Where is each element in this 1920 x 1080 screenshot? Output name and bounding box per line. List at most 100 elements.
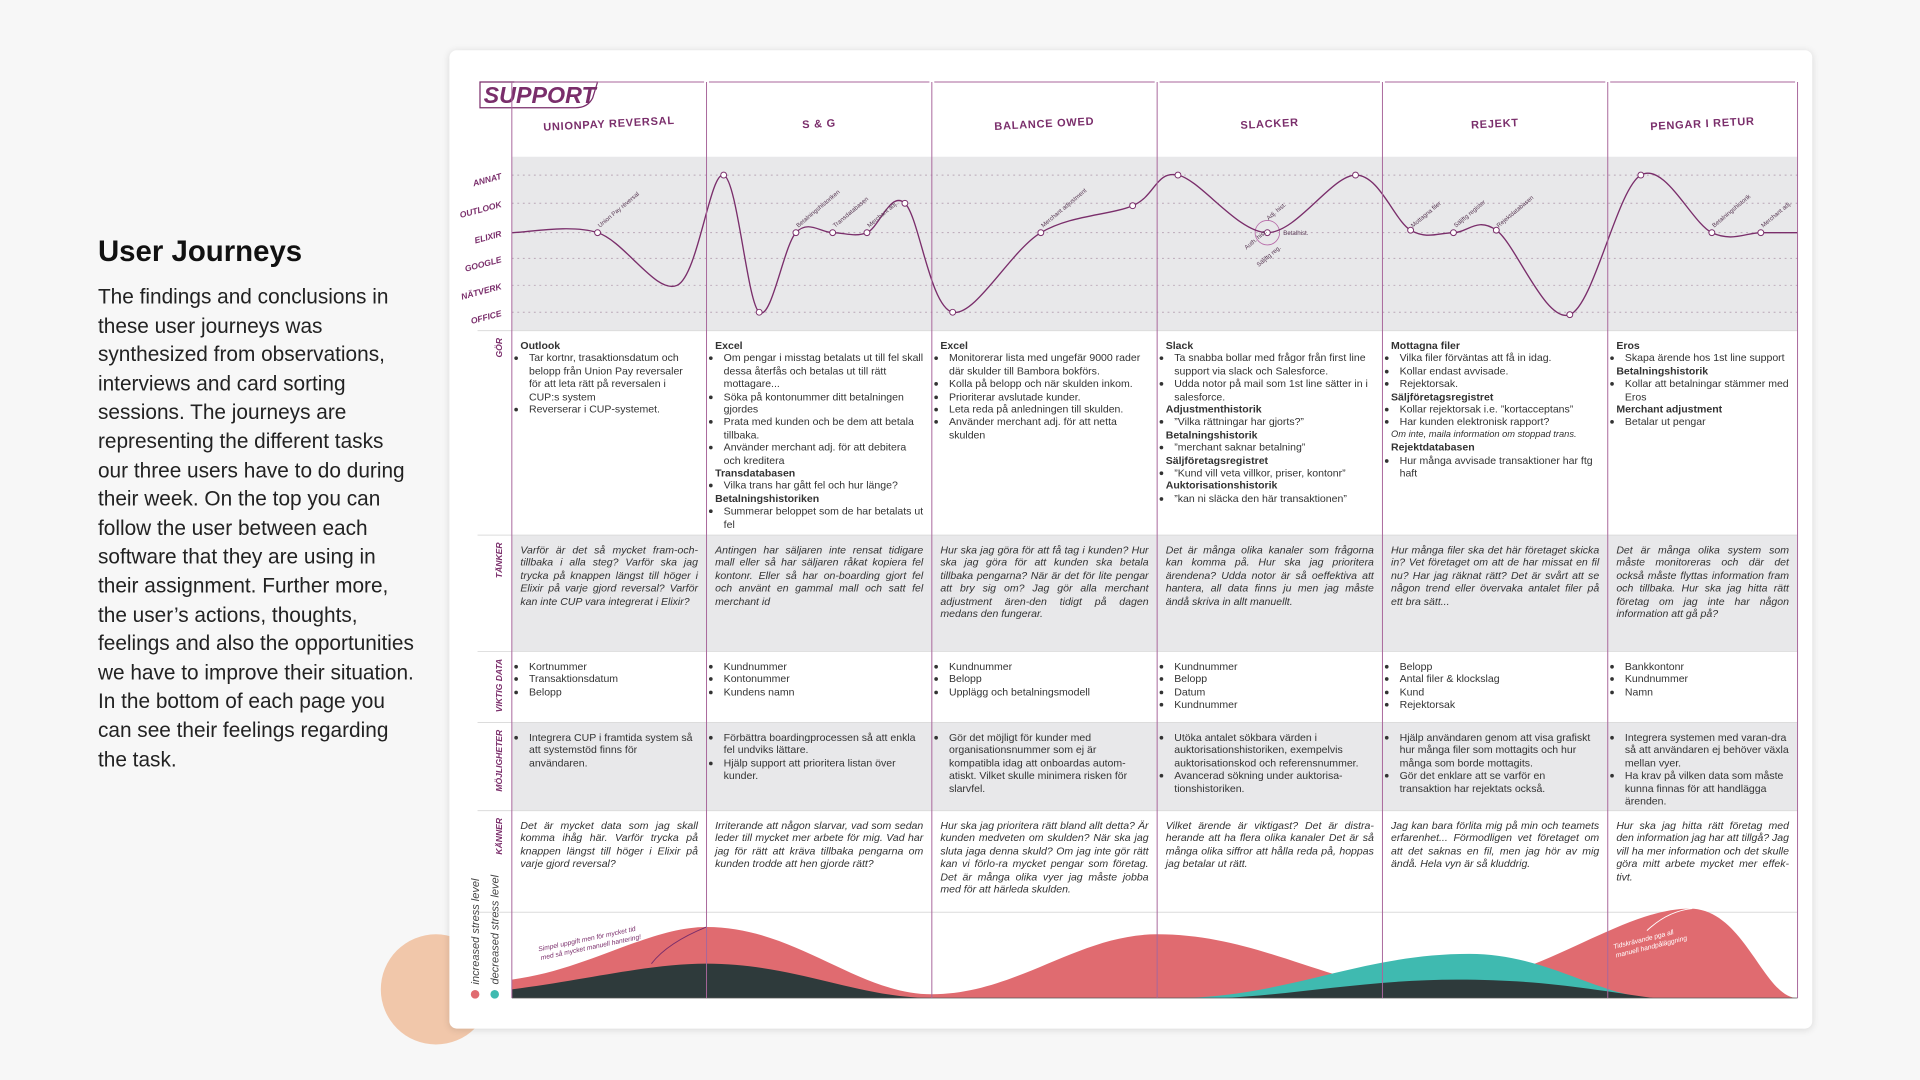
bullet-list: Utöka antalet sökbara värden i auktorisa… xyxy=(1166,731,1374,795)
bullet: Har kunden elektronisk rapport? xyxy=(1400,416,1600,429)
annotation-arrow xyxy=(651,926,707,964)
bullet: Ha krav på vilken data som måste kunna f… xyxy=(1625,769,1789,807)
legend-label: decreased stress level xyxy=(489,874,501,984)
cell-text: Det är många olika system som måste moni… xyxy=(1616,543,1789,620)
cell-mojligheter: Förbättra boardingprocessen så att enkla… xyxy=(715,731,923,782)
cell-tanker: Hur många filer ska det här företaget sk… xyxy=(1391,544,1599,608)
section-title: Outlook xyxy=(520,339,561,352)
journey-node xyxy=(1174,171,1182,179)
bullet-list: KundnummerBeloppUpplägg och betalningsmo… xyxy=(940,660,1148,698)
cell-tanker: Varför är det så mycket fram-och-tillbak… xyxy=(520,544,698,608)
bullet-list: Kollar att betalningar stämmer med Eros xyxy=(1616,377,1789,402)
bullet: Använder merchant adj. för att netta sku… xyxy=(949,416,1149,441)
cell-tanker: Hur ska jag göra för att få tag i kunden… xyxy=(940,544,1148,620)
bullet-list: Integrera CUP i framtida system så att s… xyxy=(520,731,698,769)
bullet-list: KundnummerBeloppDatumKundnummer xyxy=(1166,660,1374,711)
bullet: ”merchant saknar betalning” xyxy=(1174,441,1374,454)
cell-text: Det är många olika kanaler som frågorna … xyxy=(1165,543,1374,607)
annotation-arrow xyxy=(1646,908,1693,931)
bullet: Avancerad sökning under auktorisa-tionsh… xyxy=(1174,769,1374,794)
section-title: Betalningshistoriken xyxy=(715,492,820,505)
level-label: OFFICE xyxy=(470,308,503,326)
section-title: Säljföretagsregistret xyxy=(1165,453,1269,467)
stress-wave-increased xyxy=(511,908,1798,998)
journey-node xyxy=(1129,202,1137,210)
legend-dot xyxy=(490,990,499,999)
column-header: BALANCE OWED xyxy=(994,116,1094,133)
cell-viktig-data: KundnummerKontonummerKundens namn xyxy=(715,660,923,698)
row-label: MÖJLIGHETER xyxy=(494,729,504,792)
section-title: Betalningshistorik xyxy=(1165,428,1258,441)
cell-viktig-data: KundnummerBeloppUpplägg och betalningsmo… xyxy=(940,660,1148,698)
cell-kanner: Det är mycket data som jag skall komma i… xyxy=(520,819,698,870)
row-label: VIKTIG DATA xyxy=(494,659,504,712)
bullet: Kundnummer xyxy=(949,660,1149,673)
bullet: Hur många avvisade transaktioner har ftg… xyxy=(1400,454,1600,479)
cell-viktig-data: BeloppAntal filer & klockslagKundRejekto… xyxy=(1391,660,1599,711)
bullet-list: Betalar ut pengar xyxy=(1616,416,1789,429)
legend-dot xyxy=(470,990,480,999)
page-title: User Journeys xyxy=(97,235,303,269)
bullet: ”Kund vill veta villkor, priser, kontonr… xyxy=(1174,467,1374,480)
cell-tanker: Det är många olika kanaler som frågorna … xyxy=(1166,544,1374,608)
bullet-list: ”Vilka rättningar har gjorts?” xyxy=(1166,416,1374,429)
journey-node xyxy=(1407,226,1415,234)
cell-mojligheter: Gör det möjligt för kunder med organisat… xyxy=(940,731,1148,795)
bullet-list: BeloppAntal filer & klockslagKundRejekto… xyxy=(1391,660,1599,711)
level-label: OUTLOOK xyxy=(459,199,504,220)
bullet: Transaktionsdatum xyxy=(529,673,698,686)
cell-gor: Mottagna filerVilka filer förväntas att … xyxy=(1391,339,1599,479)
graph-band xyxy=(511,156,1798,331)
row-label: KÄNNER xyxy=(494,817,504,854)
cell-text: Hur många filer ska det här företaget sk… xyxy=(1391,543,1600,607)
bullet-list: Ta snabba bollar med frågor från first l… xyxy=(1166,352,1374,403)
row-label: GÖR xyxy=(494,337,504,357)
bullet: Kundnummer xyxy=(1174,660,1374,673)
journey-node xyxy=(792,229,800,237)
cell-viktig-data: BankkontonrKundnummerNamn xyxy=(1616,660,1789,698)
journey-node xyxy=(1492,226,1500,234)
bullet: Om pengar i misstag betalats ut till fel… xyxy=(724,352,924,390)
bullet: Betalar ut pengar xyxy=(1625,416,1789,429)
cell-text: Hur ska jag prioritera rätt bland allt d… xyxy=(940,819,1149,896)
bullet: Leta reda på anledningen till skulden. xyxy=(949,403,1149,416)
bullet: Reverserar i CUP-systemet. xyxy=(529,403,698,416)
journey-node xyxy=(1757,229,1765,237)
bullet: Vilka filer förväntas att få in idag. xyxy=(1400,352,1600,365)
bullet: Kundnummer xyxy=(1174,698,1374,711)
row-band xyxy=(511,535,1798,652)
bullet: Udda notor på mail som 1st line sätter i… xyxy=(1174,377,1374,402)
level-label: ELIXIR xyxy=(473,228,503,245)
cell-text: Varför är det så mycket fram-och-tillbak… xyxy=(520,543,698,607)
cell-text: Irriterande att någon slarvar, vad som s… xyxy=(715,819,924,870)
bullet: Kundnummer xyxy=(724,660,924,673)
cell-tanker: Antingen har säljaren inte rensat tidiga… xyxy=(715,544,923,608)
journey-node xyxy=(1708,229,1716,237)
journey-node xyxy=(863,229,871,237)
journey-node xyxy=(755,308,763,316)
bullet-list: KortnummerTransaktionsdatumBelopp xyxy=(520,660,698,698)
bullet-list: Hur många avvisade transaktioner har ftg… xyxy=(1391,454,1599,479)
section-title: Merchant adjustment xyxy=(1616,402,1723,416)
journey-node xyxy=(829,229,837,237)
section-title: Mottagna filer xyxy=(1391,339,1461,352)
level-label: NÄTVERK xyxy=(460,281,503,302)
cell-kanner: Jag kan bara förlita mig på min och team… xyxy=(1391,819,1599,870)
bullet: Belopp xyxy=(949,673,1149,686)
bullet: Gör det möjligt för kunder med organisat… xyxy=(949,731,1149,795)
bullet: Integrera systemen med varan-dra så att … xyxy=(1625,731,1789,769)
title-tab xyxy=(479,81,599,109)
cell-text: Hur ska jag göra för att få tag i kunden… xyxy=(940,543,1149,620)
cell-viktig-data: KortnummerTransaktionsdatumBelopp xyxy=(520,660,698,698)
bullet: Använder merchant adj. för att debitera … xyxy=(724,441,924,466)
cell-gor: ErosSkapa ärende hos 1st line supportBet… xyxy=(1616,339,1789,428)
bullet: Bankkontonr xyxy=(1625,660,1789,673)
section-title: Betalningshistorik xyxy=(1616,364,1709,377)
cell-text: Antingen har säljaren inte rensat tidiga… xyxy=(715,543,924,607)
cell-text: Vilket ärende är viktigast? Det är distr… xyxy=(1165,819,1374,870)
cell-mojligheter: Integrera CUP i framtida system så att s… xyxy=(520,731,698,769)
note: Om inte, maila information om stoppad tr… xyxy=(1391,428,1577,440)
cell-mojligheter: Integrera systemen med varan-dra så att … xyxy=(1616,731,1789,807)
